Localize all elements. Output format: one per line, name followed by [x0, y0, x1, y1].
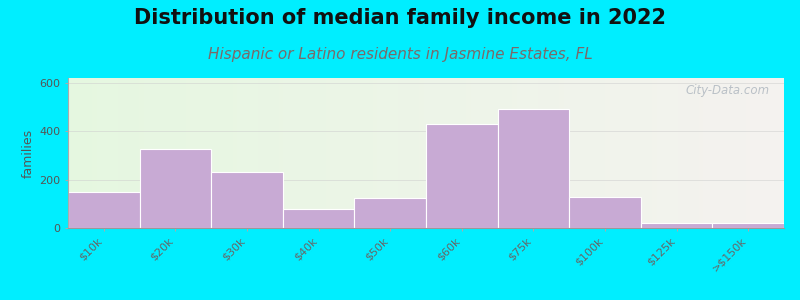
Text: Hispanic or Latino residents in Jasmine Estates, FL: Hispanic or Latino residents in Jasmine … — [208, 46, 592, 62]
Y-axis label: families: families — [22, 128, 35, 178]
Bar — [283, 208, 354, 228]
Text: City-Data.com: City-Data.com — [686, 84, 770, 97]
Bar — [570, 196, 641, 228]
Bar — [140, 149, 211, 228]
Bar — [498, 110, 570, 228]
Bar — [713, 223, 784, 228]
Bar — [354, 198, 426, 228]
Bar — [426, 124, 498, 228]
Bar — [68, 192, 140, 228]
Bar — [641, 223, 713, 228]
Bar — [211, 172, 283, 228]
Text: Distribution of median family income in 2022: Distribution of median family income in … — [134, 8, 666, 28]
